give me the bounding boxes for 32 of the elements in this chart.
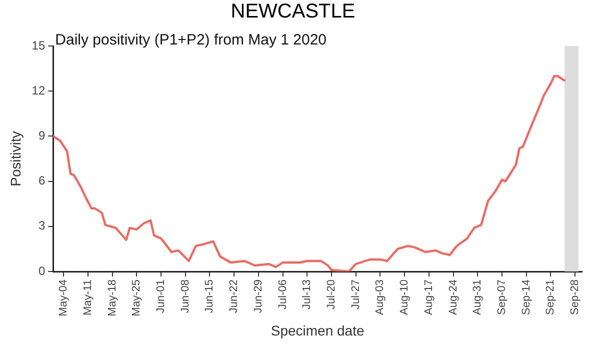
x-axis-title: Specimen date xyxy=(270,322,364,338)
x-tick-label: Sep-28 xyxy=(569,280,582,316)
x-tick-label: Aug-10 xyxy=(398,280,411,316)
x-tick-label: Aug-24 xyxy=(447,280,460,316)
y-tick-label: 12 xyxy=(32,83,46,98)
chart-subtitle: Daily positivity (P1+P2) from May 1 2020 xyxy=(55,32,327,49)
x-tick-label: Jun-15 xyxy=(204,280,216,314)
x-tick-label: May-18 xyxy=(106,280,118,316)
y-tick-label: 15 xyxy=(32,38,46,52)
x-tick-label: Sep-14 xyxy=(520,280,532,316)
x-tick-label: May-11 xyxy=(82,280,94,316)
x-tick-label: May-25 xyxy=(130,280,143,316)
y-tick-label: 6 xyxy=(38,174,46,188)
y-tick-label: 3 xyxy=(38,218,46,233)
x-tick-label: Jun-01 xyxy=(155,280,168,314)
chart-title: NEWCASTLE xyxy=(230,0,356,23)
x-tick-label: Aug-17 xyxy=(422,280,435,316)
x-tick-label: Aug-03 xyxy=(374,280,386,316)
x-tick-label: Aug-31 xyxy=(472,280,484,316)
x-tick-label: Jul-27 xyxy=(350,280,362,310)
x-tick-label: Jun-22 xyxy=(228,280,240,314)
x-tick-label: Sep-21 xyxy=(544,280,557,316)
x-tick-label: Jun-08 xyxy=(179,280,192,314)
y-tick-label: 0 xyxy=(38,264,46,278)
x-tick-label: Jul-20 xyxy=(326,280,338,310)
x-tick-label: Jul-06 xyxy=(276,280,289,310)
x-tick-label: May-04 xyxy=(58,280,70,316)
x-tick-label: Jul-13 xyxy=(301,280,314,310)
x-tick-label: Sep-07 xyxy=(496,280,508,316)
x-tick-label: Jun-29 xyxy=(252,280,264,314)
y-tick-label: 9 xyxy=(38,128,46,143)
y-axis-title: Positivity xyxy=(7,131,24,186)
